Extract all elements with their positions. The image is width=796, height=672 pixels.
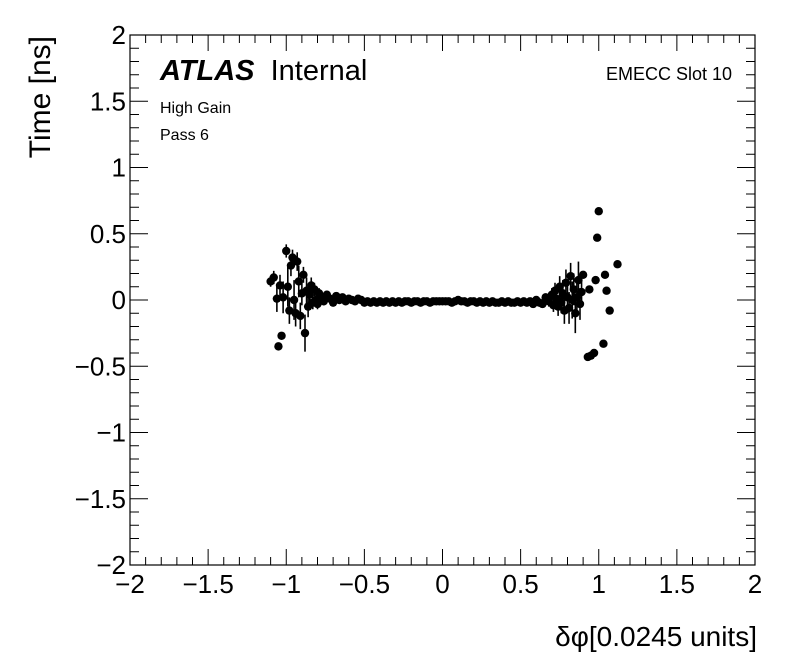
- point-marker: [296, 311, 305, 321]
- data-point: [566, 262, 575, 290]
- data-point: [275, 274, 285, 297]
- data-point: [282, 244, 291, 258]
- data-point: [589, 348, 599, 358]
- point-marker: [569, 285, 578, 294]
- data-point: [594, 207, 603, 216]
- gain-annotation: High Gain: [160, 100, 231, 117]
- data-point: [591, 275, 600, 285]
- y-tick-label: 0: [112, 285, 126, 315]
- y-tick-label: −2: [96, 550, 126, 580]
- point-marker: [300, 328, 310, 338]
- point-marker: [599, 339, 608, 348]
- point-marker: [294, 277, 303, 286]
- point-marker: [292, 257, 302, 266]
- data-point: [578, 270, 588, 280]
- point-marker: [272, 294, 282, 303]
- y-axis-label: Time [ns]: [24, 36, 57, 158]
- data-point: [296, 302, 305, 330]
- atlas-status: Internal: [271, 55, 368, 87]
- data-point: [269, 270, 278, 285]
- point-marker: [592, 233, 602, 242]
- data-point: [300, 314, 310, 352]
- point-marker: [278, 293, 288, 302]
- x-tick-label: 2: [748, 569, 762, 599]
- x-tick-label: 1: [592, 569, 606, 599]
- point-marker: [269, 273, 278, 282]
- point-marker: [555, 282, 564, 291]
- atlas-experiment: ATLAS: [159, 55, 255, 87]
- point-marker: [577, 287, 586, 297]
- point-marker: [602, 286, 611, 295]
- x-tick-label: 0: [435, 569, 449, 599]
- data-point: [272, 285, 282, 312]
- point-marker: [275, 281, 285, 290]
- point-marker: [605, 306, 614, 315]
- pass-annotation: Pass 6: [160, 127, 209, 144]
- point-marker: [277, 331, 286, 340]
- x-tick-label: −1: [271, 569, 301, 599]
- data-point: [605, 306, 614, 315]
- slot-annotation: EMECC Slot 10: [606, 64, 732, 84]
- point-marker: [564, 303, 574, 313]
- y-tick-label: 1: [112, 153, 126, 183]
- y-tick-label: 2: [112, 20, 126, 50]
- data-point: [600, 270, 610, 280]
- axis-tick-labels: −2 −1.5 −1 −0.5 0 0.5 1 1.5 2 −2 −1.5 −1 −0.5 0 0.5 1 1.…: [75, 20, 763, 599]
- point-marker: [299, 270, 308, 280]
- data-point: [292, 252, 302, 271]
- data-point: [283, 266, 293, 307]
- point-marker: [585, 285, 594, 294]
- x-tick-label: −2: [115, 569, 145, 599]
- point-marker: [589, 348, 599, 358]
- data-point: [299, 266, 308, 283]
- y-tick-label: 0.5: [90, 219, 126, 249]
- point-marker: [282, 246, 291, 256]
- data-point: [602, 286, 611, 295]
- x-tick-label: −0.5: [339, 569, 390, 599]
- point-marker: [575, 299, 585, 309]
- x-axis-label: δφ[0.0245 units]: [555, 621, 757, 652]
- point-marker: [578, 270, 588, 280]
- data-points: [266, 207, 622, 362]
- data-point: [274, 342, 283, 351]
- axis-ticks: [129, 34, 756, 566]
- data-point: [592, 233, 602, 242]
- y-tick-label: 1.5: [90, 86, 126, 116]
- data-point: [278, 281, 288, 314]
- point-marker: [274, 342, 283, 351]
- data-point: [585, 285, 594, 294]
- data-point: [599, 339, 608, 348]
- x-tick-label: 0.5: [503, 569, 539, 599]
- x-tick-label: −1.5: [182, 569, 233, 599]
- point-marker: [591, 275, 600, 285]
- data-point: [277, 331, 286, 340]
- y-tick-label: −0.5: [75, 351, 126, 381]
- data-point: [577, 278, 586, 306]
- point-marker: [571, 309, 580, 318]
- atlas-label: ATLAS Internal: [159, 55, 367, 87]
- y-tick-label: −1: [96, 418, 126, 448]
- x-tick-label: 1.5: [659, 569, 695, 599]
- point-marker: [566, 271, 575, 281]
- y-tick-label: −1.5: [75, 484, 126, 514]
- point-marker: [283, 282, 293, 291]
- point-marker: [613, 260, 622, 269]
- point-marker: [600, 270, 610, 280]
- data-point: [613, 260, 622, 269]
- point-marker: [289, 295, 299, 305]
- point-marker: [594, 207, 603, 216]
